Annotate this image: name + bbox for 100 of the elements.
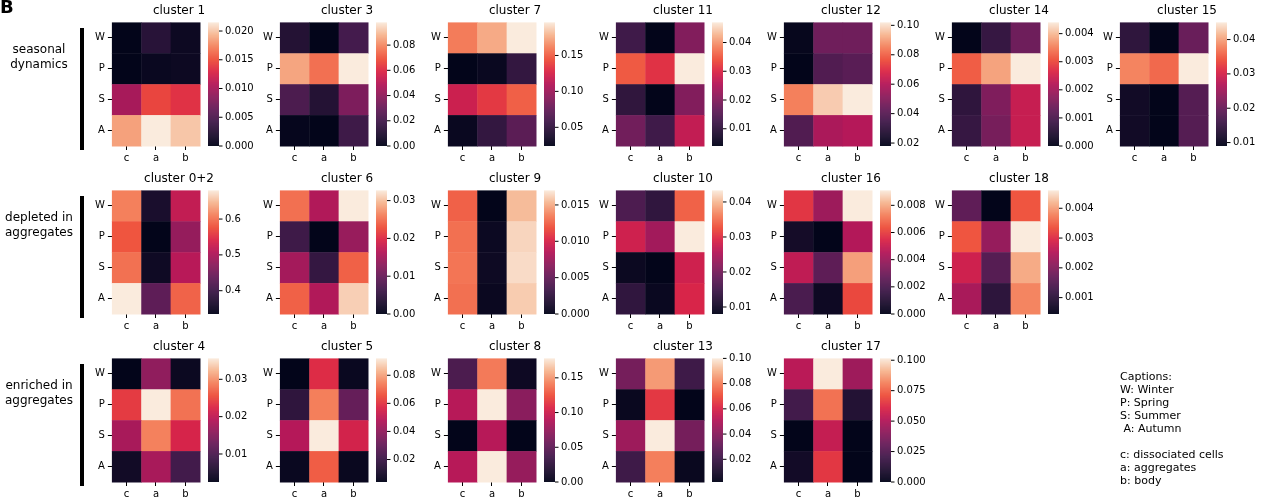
y-tick-label: A (98, 460, 106, 472)
color-bar-label: 0.01 (1233, 136, 1256, 148)
y-tick-label: P (770, 230, 777, 242)
x-tick-label: b (182, 319, 189, 331)
color-bar-label: 0.02 (1233, 101, 1256, 113)
color-bar-label: 0.02 (393, 232, 416, 243)
color-bar-label: 0.6 (225, 212, 241, 224)
y-tick-label: W (767, 31, 777, 43)
color-bar-label: 0.015 (561, 198, 590, 210)
chart-title: cluster 0+2 (144, 171, 214, 186)
x-tick-label: c (291, 151, 298, 163)
y-tick-label: A (266, 460, 274, 472)
x-tick-label: b (686, 151, 693, 163)
color-bar-label: 0.002 (1065, 83, 1094, 95)
y-tick-label: W (599, 199, 609, 211)
color-bar-label: 0.020 (225, 24, 254, 36)
x-tick-label: b (182, 487, 189, 499)
x-tick-label: c (123, 319, 130, 331)
x-tick-label: a (488, 487, 496, 499)
color-bar-label: 0.000 (897, 307, 926, 319)
color-bar-label: 0.03 (393, 194, 416, 206)
x-tick-label: a (488, 319, 496, 331)
y-tick-label: W (599, 367, 609, 379)
y-tick-label: P (266, 62, 273, 74)
y-tick-label: P (434, 398, 441, 410)
chart-title: cluster 15 (1157, 3, 1217, 18)
y-tick-label: A (266, 292, 274, 304)
x-tick-label: a (152, 487, 160, 499)
y-tick-label: W (431, 367, 441, 379)
x-tick-label: a (824, 487, 832, 499)
y-tick-label: A (770, 292, 778, 304)
x-tick-label: c (459, 151, 466, 163)
color-bar-label: 0.01 (729, 300, 752, 312)
color-bar-label: 0.004 (1065, 201, 1094, 213)
x-tick-label: c (963, 151, 970, 163)
y-tick-label: S (98, 261, 105, 273)
y-tick-label: A (770, 460, 778, 472)
x-tick-label: b (686, 487, 693, 499)
x-tick-label: b (518, 487, 525, 499)
color-bar-label: 0.002 (1065, 261, 1094, 273)
chart-title: cluster 3 (320, 3, 374, 18)
y-tick-label: P (1106, 62, 1113, 74)
chart-title: cluster 18 (989, 171, 1049, 186)
y-tick-label: S (602, 261, 609, 273)
y-tick-label: S (770, 429, 777, 441)
x-tick-label: a (152, 151, 160, 163)
chart-title: cluster 7 (488, 3, 542, 18)
chart-title: cluster 17 (821, 339, 881, 354)
y-tick-label: W (599, 31, 609, 43)
y-tick-label: A (602, 292, 610, 304)
color-bar-label: 0.08 (393, 368, 416, 380)
x-tick-label: c (291, 487, 298, 499)
x-tick-label: a (152, 319, 160, 331)
y-tick-label: A (602, 124, 610, 136)
x-tick-label: c (963, 319, 970, 331)
y-tick-label: S (98, 93, 105, 105)
y-tick-label: A (98, 292, 106, 304)
color-bar-label: 0.04 (897, 107, 920, 119)
color-bar-label: 0.10 (897, 18, 920, 30)
y-tick-label: A (770, 124, 778, 136)
y-tick-label: P (434, 62, 441, 74)
color-bar-label: 0.10 (561, 84, 584, 96)
text: c: dissociated cells a: aggregates b: body (1120, 448, 1224, 487)
x-tick-label: c (795, 319, 802, 331)
y-tick-label: S (266, 261, 273, 273)
color-bar-label: 0.005 (225, 110, 254, 122)
y-tick-label: W (263, 199, 273, 211)
y-tick-label: A (938, 124, 946, 136)
x-tick-label: c (459, 319, 466, 331)
x-tick-label: c (627, 487, 634, 499)
y-tick-label: A (98, 124, 106, 136)
y-tick-label: S (434, 93, 441, 105)
chart-title: cluster 13 (653, 339, 713, 354)
y-tick-label: A (938, 292, 946, 304)
x-tick-label: b (182, 151, 189, 163)
y-tick-label: P (938, 230, 945, 242)
y-tick-label: S (266, 429, 273, 441)
x-tick-label: b (1022, 319, 1029, 331)
color-bar-label: 0.15 (561, 371, 584, 383)
y-tick-label: W (431, 31, 441, 43)
x-tick-label: c (459, 487, 466, 499)
y-tick-label: A (434, 460, 442, 472)
x-tick-label: a (320, 487, 328, 499)
y-tick-label: A (266, 124, 274, 136)
color-bar-label: 0.02 (393, 453, 416, 465)
y-tick-label: P (602, 230, 609, 242)
color-bar-label: 0.00 (561, 475, 584, 487)
x-tick-label: c (291, 319, 298, 331)
x-tick-label: a (320, 319, 328, 331)
chart-title: cluster 10 (653, 171, 713, 186)
color-bar-label: 0.075 (897, 384, 926, 396)
chart-title: cluster 14 (989, 3, 1049, 18)
color-bar-label: 0.10 (729, 351, 752, 363)
y-tick-label: A (434, 292, 442, 304)
x-tick-label: c (627, 319, 634, 331)
chart-title: cluster 8 (488, 339, 542, 354)
color-bar-label: 0.000 (897, 475, 926, 487)
color-bar-label: 0.100 (897, 353, 926, 365)
y-tick-label: P (770, 398, 777, 410)
chart-title: cluster 9 (488, 171, 542, 186)
